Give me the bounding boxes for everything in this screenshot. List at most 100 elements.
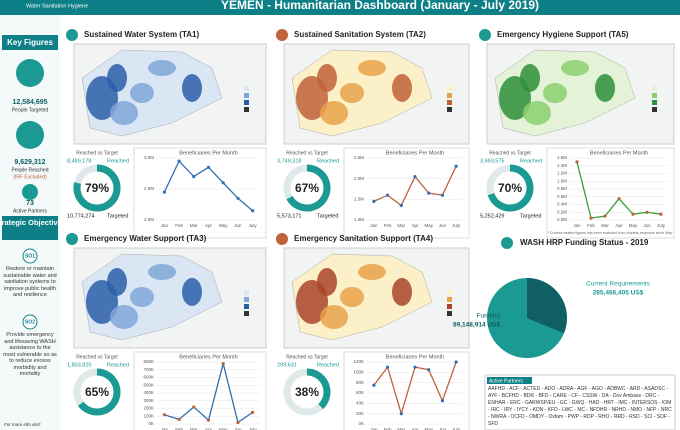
objectives-text: Strategic Objectives — [0, 218, 66, 227]
chart-title: Beneficiaries Per Month — [386, 354, 444, 360]
marker — [192, 405, 196, 409]
y-tick-label: 0K — [358, 421, 364, 426]
targeted: 10,774,274 — [67, 213, 95, 219]
x-tick-label: Mar — [397, 427, 405, 430]
marker — [603, 214, 607, 218]
targeted: 5,252,429 — [480, 213, 504, 219]
objectives: Strategic Objectives — [0, 218, 66, 227]
x-tick-label: Jun — [234, 427, 242, 430]
icon — [276, 29, 288, 41]
map-region — [130, 83, 154, 103]
reached: 1,803,825 — [67, 362, 91, 368]
marker — [177, 159, 181, 163]
figure-note: (IRF Excluded) — [13, 174, 47, 180]
map-region — [107, 64, 127, 92]
x-tick-label: Jan — [370, 427, 378, 430]
donut-label: 79% — [85, 181, 109, 195]
map-region — [317, 268, 337, 296]
y-tick-label: 1.4M — [557, 163, 567, 168]
objectives-box — [2, 216, 58, 240]
marker — [413, 175, 417, 179]
panel-title: Emergency Sanitation Support (TA4) — [294, 234, 433, 243]
logo: Water Sanitation Hygiene — [26, 3, 88, 9]
marker — [372, 383, 376, 387]
map-legend — [244, 100, 249, 105]
y-tick-label: 500K — [143, 382, 154, 387]
map-legend — [652, 93, 657, 98]
donut-label: 67% — [295, 181, 319, 195]
figure: 9,629,312 — [14, 159, 45, 166]
y-tick-label: 3.0M — [144, 155, 154, 160]
donut-label: 70% — [498, 181, 522, 195]
map-legend — [652, 100, 657, 105]
x-tick-label: Apr — [205, 427, 213, 430]
marker — [659, 212, 663, 216]
y-tick-label: 2.0M — [354, 176, 364, 181]
x-tick-label: Jan — [370, 223, 378, 228]
map-legend — [244, 304, 249, 309]
reached-label: Reached — [107, 158, 129, 164]
figure: 12,584,695 — [12, 99, 47, 106]
x-tick-label: Jan — [573, 223, 581, 228]
marker — [177, 417, 181, 421]
panel-title: Sustained Sanitation System (TA2) — [294, 30, 426, 39]
map-region — [182, 278, 202, 306]
map-region — [148, 60, 176, 76]
map-legend — [244, 297, 249, 302]
marker — [372, 199, 376, 203]
icon — [479, 29, 491, 41]
reached: 8,489,178 — [67, 158, 91, 164]
line — [373, 165, 457, 207]
targeted-label: Targeted — [107, 213, 128, 219]
marker — [251, 209, 255, 213]
rvt-label: Reached vs Target — [286, 150, 328, 156]
x-tick-label: Mar — [601, 223, 609, 228]
x-tick-label: Feb — [384, 427, 392, 430]
map-legend — [244, 86, 249, 91]
partners-box — [484, 374, 676, 430]
x-tick-label: Apr — [205, 223, 213, 228]
y-tick-label: 0.6M — [557, 194, 567, 199]
y-tick-label: 1.6M — [557, 155, 567, 160]
map-legend — [652, 107, 657, 112]
x-tick-label: May — [424, 223, 433, 228]
chart-frame — [546, 147, 675, 239]
marker — [645, 210, 649, 214]
x-tick-label: July — [452, 427, 461, 430]
icon — [16, 121, 44, 149]
x-tick-label: July — [249, 427, 258, 430]
y-tick-label: 100K — [353, 370, 364, 375]
map-legend — [244, 107, 249, 112]
map-legend — [244, 290, 249, 295]
map-legend — [447, 297, 452, 302]
more-info: For more info visit: — [4, 422, 42, 427]
marker — [192, 175, 196, 179]
map-region — [182, 74, 202, 102]
x-tick-label: July — [249, 223, 258, 228]
title: YEMEN - Humanitarian Dashboard (January … — [221, 0, 539, 12]
partners-list: AAFHD - ACF - ACTED - ADO - ADRA - AGF -… — [488, 386, 672, 427]
y-tick-label: 2.5M — [144, 186, 154, 191]
y-tick-label: 2.0M — [144, 217, 154, 222]
so1-text: Restore or maintain sustainable water an… — [3, 266, 57, 298]
x-tick-label: Feb — [175, 427, 183, 430]
marker — [399, 203, 403, 208]
so-badge — [22, 248, 38, 264]
donut-arc — [73, 164, 121, 212]
marker — [221, 181, 225, 185]
marker — [575, 160, 579, 164]
map-region — [317, 64, 337, 92]
so-label: SO1 — [25, 253, 35, 259]
marker — [221, 361, 225, 366]
map-region — [392, 278, 412, 306]
reached: 3,693,575 — [480, 158, 504, 164]
y-tick-label: 2.5M — [354, 155, 364, 160]
so-badge — [22, 314, 38, 330]
x-tick-label: Jun — [439, 427, 447, 430]
x-tick-label: Mar — [190, 223, 198, 228]
donut-arc — [77, 368, 121, 416]
map-legend — [447, 290, 452, 295]
pie-slice — [527, 278, 568, 334]
map-region — [340, 287, 364, 307]
marker — [399, 412, 403, 416]
